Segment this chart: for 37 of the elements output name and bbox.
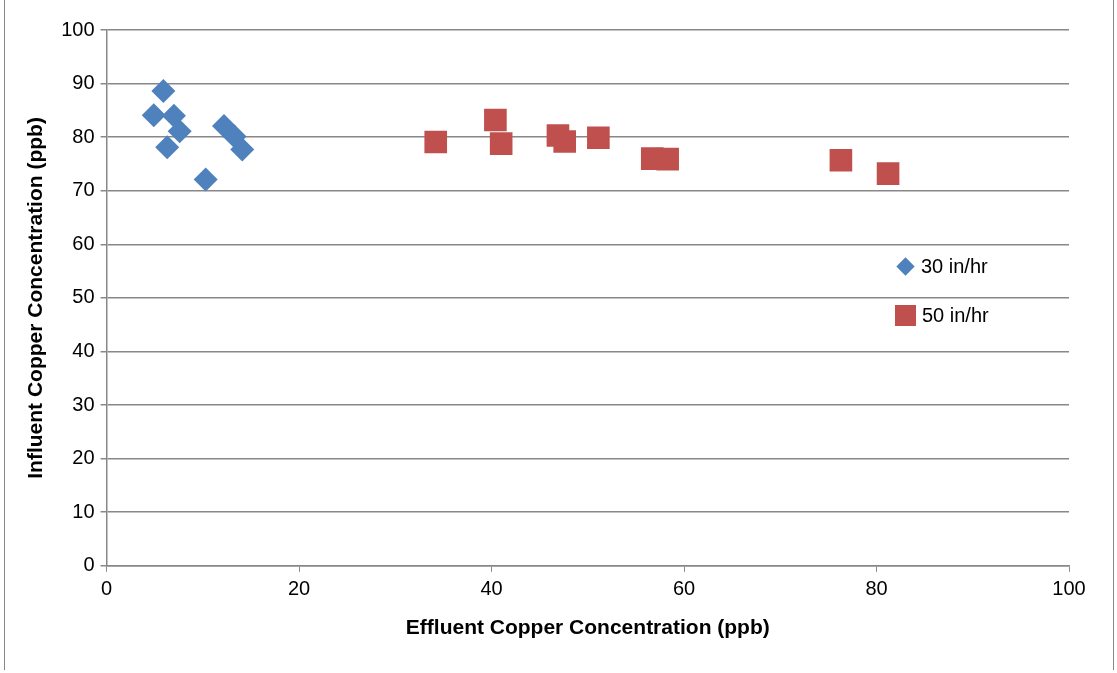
point [489, 132, 513, 155]
y-tick-label: 30 [72, 392, 95, 415]
y-tick-label: 80 [72, 124, 95, 147]
point [876, 162, 900, 185]
y-tick-label: 50 [72, 285, 95, 308]
x-tick-label: 100 [1052, 577, 1086, 600]
point [151, 79, 176, 104]
x-tick-label: 0 [101, 577, 113, 600]
y-tick-label: 0 [83, 553, 95, 576]
x-axis-title: Effluent Copper Concentration (ppb) [405, 615, 770, 639]
point [167, 119, 192, 144]
point [161, 103, 186, 128]
legend-label: 50 in/hr [922, 304, 989, 327]
y-tick-label: 20 [72, 446, 95, 469]
point [211, 113, 236, 138]
x-tick-label: 40 [480, 577, 503, 600]
point [424, 130, 448, 154]
y-tick-label: 40 [72, 339, 95, 361]
point [230, 137, 255, 162]
point [587, 126, 610, 150]
point [141, 103, 166, 128]
y-axis-title: Influent Copper Concentration (ppb) [23, 117, 47, 479]
point [193, 167, 218, 192]
x-tick-label: 80 [865, 577, 888, 600]
x-tick-label: 60 [672, 577, 696, 600]
point [546, 124, 570, 147]
x-tick-label: 20 [287, 577, 311, 600]
legend-label: 30 in/hr [921, 255, 988, 278]
point [656, 147, 679, 171]
y-tick-label: 10 [72, 499, 95, 522]
y-tick-label: 90 [72, 71, 95, 94]
y-tick-label: 100 [61, 17, 95, 40]
y-tick-label: 60 [72, 231, 95, 254]
point [484, 108, 507, 132]
point [829, 148, 853, 172]
point [155, 135, 180, 160]
y-tick-label: 70 [72, 178, 95, 201]
